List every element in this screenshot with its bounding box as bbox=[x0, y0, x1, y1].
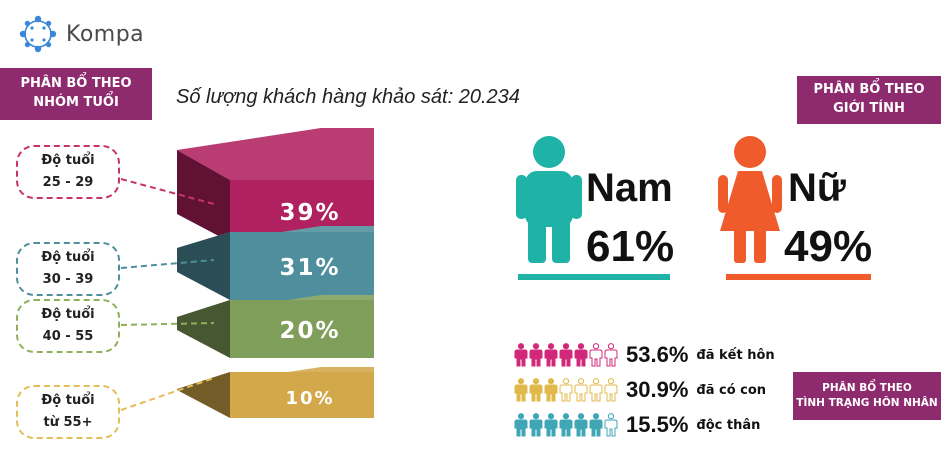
gender-title-line2: GIỚI TÍNH bbox=[833, 101, 905, 116]
person-filled-icon bbox=[514, 378, 528, 402]
marital-percent: 30.9% bbox=[626, 377, 689, 402]
marital-percent: 15.5% bbox=[626, 412, 689, 437]
marital-label: đã có con bbox=[696, 382, 767, 398]
female-label: Nữ bbox=[788, 166, 846, 210]
marital-title-line2: TÌNH TRẠNG HÔN NHÂN bbox=[796, 397, 938, 409]
person-filled-icon bbox=[529, 413, 543, 437]
age-label-line2: từ 55+ bbox=[43, 415, 93, 430]
age-connector bbox=[120, 377, 215, 411]
age-block bbox=[177, 367, 374, 418]
person-filled-icon bbox=[529, 378, 543, 402]
age-group-label-40-55: Độ tuổi 40 - 55 bbox=[16, 299, 120, 353]
person-outline-icon bbox=[604, 378, 618, 402]
age-group-label-30-39: Độ tuổi 30 - 39 bbox=[16, 242, 120, 296]
person-outline-icon bbox=[604, 343, 618, 367]
brand-name: Kompa bbox=[66, 21, 145, 47]
age-label-line2: 25 - 29 bbox=[42, 175, 94, 190]
person-outline-icon bbox=[559, 378, 573, 402]
marital-label: đã kết hôn bbox=[696, 347, 775, 363]
person-outline-icon bbox=[604, 413, 618, 437]
age-block-top bbox=[177, 226, 374, 248]
age-percent-label: 31% bbox=[279, 255, 340, 281]
age-block-front bbox=[230, 372, 374, 418]
male-underline bbox=[518, 274, 670, 280]
person-outline-icon bbox=[589, 343, 603, 367]
age-label-line1: Độ tuổi bbox=[41, 249, 95, 265]
marital-row-has-children: 30.9% đã có con bbox=[514, 377, 766, 403]
person-filled-icon bbox=[559, 343, 573, 367]
age-block-front bbox=[230, 300, 374, 358]
age-percent-label: 20% bbox=[279, 318, 340, 344]
age-block-side bbox=[177, 372, 230, 418]
person-filled-icon bbox=[514, 413, 528, 437]
age-block bbox=[177, 226, 374, 300]
age-connector bbox=[120, 178, 215, 205]
age-connector bbox=[120, 322, 215, 326]
person-outline-icon bbox=[574, 378, 588, 402]
people-icons bbox=[514, 343, 618, 367]
age-percent-label: 10% bbox=[285, 388, 334, 409]
female-underline bbox=[726, 274, 871, 280]
survey-count: Số lượng khách hàng khảo sát: 20.234 bbox=[176, 86, 520, 108]
female-percent: 49% bbox=[784, 222, 873, 271]
age-block-side bbox=[177, 232, 230, 300]
female-person-icon bbox=[718, 136, 782, 263]
kompa-logo: Kompa bbox=[18, 14, 144, 54]
age-block bbox=[177, 128, 374, 242]
person-filled-icon bbox=[574, 343, 588, 367]
age-block-side bbox=[177, 300, 230, 358]
person-filled-icon bbox=[514, 343, 528, 367]
kompa-logo-icon bbox=[19, 15, 57, 53]
person-filled-icon bbox=[544, 378, 558, 402]
marital-percent: 53.6% bbox=[626, 342, 689, 367]
marital-row-married: 53.6% đã kết hôn bbox=[514, 342, 775, 368]
age-group-label-25-29: Độ tuổi 25 - 29 bbox=[16, 145, 120, 199]
age-block-top bbox=[177, 128, 374, 180]
person-filled-icon bbox=[544, 413, 558, 437]
age-group-label-55-plus: Độ tuổi từ 55+ bbox=[16, 385, 120, 439]
age-block-side bbox=[177, 150, 230, 242]
age-block bbox=[177, 295, 374, 358]
gender-title-line1: PHÂN BỔ THEO bbox=[813, 82, 925, 98]
age-title-line2: NHÓM TUỔI bbox=[33, 95, 119, 110]
age-section-title: PHÂN BỔ THEO NHÓM TUỔI bbox=[0, 68, 152, 120]
marital-section-title: PHÂN BỔ THEO TÌNH TRẠNG HÔN NHÂN bbox=[793, 372, 941, 420]
age-label-line1: Độ tuổi bbox=[41, 306, 95, 322]
age-label-line1: Độ tuổi bbox=[41, 152, 95, 168]
age-block-front bbox=[230, 232, 374, 300]
person-outline-icon bbox=[589, 378, 603, 402]
male-person-icon bbox=[516, 136, 582, 263]
age-connector bbox=[120, 259, 215, 269]
age-label-line2: 40 - 55 bbox=[42, 329, 94, 344]
people-icons bbox=[514, 378, 618, 402]
marital-title-line1: PHÂN BỔ THEO bbox=[822, 381, 912, 394]
people-icons bbox=[514, 413, 618, 437]
age-percent-label: 39% bbox=[279, 200, 340, 226]
person-filled-icon bbox=[559, 413, 573, 437]
age-title-line1: PHÂN BỔ THEO bbox=[20, 76, 132, 92]
age-label-line2: 30 - 39 bbox=[42, 272, 94, 287]
marital-label: độc thân bbox=[696, 417, 761, 433]
person-filled-icon bbox=[574, 413, 588, 437]
person-filled-icon bbox=[529, 343, 543, 367]
gender-section-title: PHÂN BỔ THEO GIỚI TÍNH bbox=[797, 76, 941, 124]
age-label-line1: Độ tuổi bbox=[41, 392, 95, 408]
marital-row-single: 15.5% độc thân bbox=[514, 412, 760, 438]
person-filled-icon bbox=[589, 413, 603, 437]
person-filled-icon bbox=[544, 343, 558, 367]
male-label: Nam bbox=[586, 166, 673, 210]
male-percent: 61% bbox=[586, 222, 675, 271]
